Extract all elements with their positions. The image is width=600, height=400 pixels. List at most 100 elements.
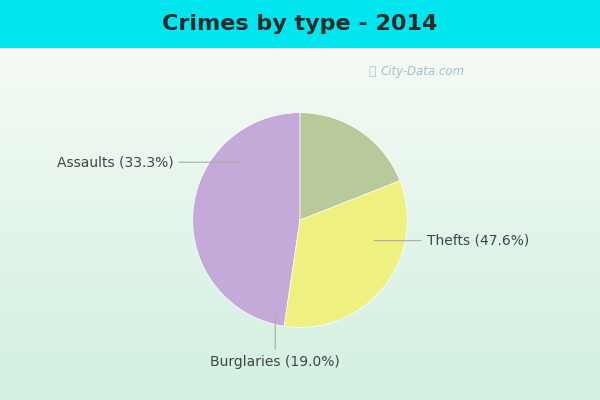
Bar bbox=[0, 101, 600, 104]
Wedge shape bbox=[193, 113, 300, 326]
Bar bbox=[0, 210, 600, 214]
Bar bbox=[0, 83, 600, 87]
Bar bbox=[0, 217, 600, 220]
Bar bbox=[0, 164, 600, 168]
Bar bbox=[0, 228, 600, 231]
Bar bbox=[0, 69, 600, 73]
Text: ⓘ: ⓘ bbox=[369, 65, 376, 78]
Bar bbox=[0, 108, 600, 111]
Bar bbox=[0, 178, 600, 182]
Bar bbox=[0, 319, 600, 322]
Bar bbox=[0, 322, 600, 326]
Bar bbox=[0, 294, 600, 298]
Bar bbox=[0, 298, 600, 302]
Bar bbox=[0, 157, 600, 161]
Bar bbox=[0, 316, 600, 319]
Bar bbox=[0, 118, 600, 122]
Bar bbox=[0, 312, 600, 316]
Bar bbox=[0, 80, 600, 83]
Wedge shape bbox=[284, 181, 407, 327]
Wedge shape bbox=[300, 113, 400, 220]
Bar bbox=[0, 182, 600, 185]
Bar bbox=[0, 344, 600, 347]
Bar bbox=[0, 242, 600, 245]
Bar bbox=[0, 87, 600, 90]
Bar bbox=[0, 62, 600, 66]
Bar bbox=[0, 280, 600, 284]
Bar bbox=[0, 196, 600, 199]
Bar bbox=[0, 122, 600, 126]
Bar bbox=[0, 302, 600, 305]
Bar bbox=[0, 347, 600, 351]
Bar bbox=[0, 52, 600, 55]
Bar bbox=[0, 249, 600, 252]
Text: Thefts (47.6%): Thefts (47.6%) bbox=[374, 234, 529, 248]
Bar bbox=[0, 379, 600, 382]
Bar bbox=[0, 231, 600, 234]
Bar bbox=[0, 396, 600, 400]
Bar bbox=[0, 76, 600, 80]
Bar bbox=[0, 330, 600, 333]
Text: Assaults (33.3%): Assaults (33.3%) bbox=[57, 155, 239, 169]
Bar bbox=[0, 305, 600, 308]
Bar bbox=[0, 386, 600, 390]
Bar bbox=[0, 175, 600, 178]
Bar bbox=[0, 291, 600, 294]
Bar bbox=[0, 206, 600, 210]
Bar bbox=[0, 129, 600, 132]
Bar bbox=[0, 126, 600, 129]
Bar bbox=[0, 154, 600, 157]
Bar bbox=[0, 287, 600, 291]
Bar bbox=[0, 161, 600, 164]
Bar bbox=[0, 234, 600, 238]
Bar bbox=[0, 393, 600, 396]
Bar bbox=[0, 192, 600, 196]
Bar bbox=[0, 58, 600, 62]
Bar bbox=[0, 273, 600, 277]
Bar bbox=[0, 284, 600, 287]
Bar bbox=[0, 136, 600, 140]
Bar bbox=[0, 73, 600, 76]
Bar bbox=[0, 354, 600, 358]
Bar bbox=[0, 259, 600, 263]
Bar bbox=[0, 270, 600, 273]
Text: Crimes by type - 2014: Crimes by type - 2014 bbox=[163, 14, 437, 34]
Bar bbox=[0, 48, 600, 52]
Bar bbox=[0, 90, 600, 94]
Bar bbox=[0, 111, 600, 115]
Bar bbox=[0, 358, 600, 361]
Bar bbox=[0, 368, 600, 372]
Bar bbox=[0, 308, 600, 312]
Bar bbox=[0, 168, 600, 171]
Bar bbox=[0, 372, 600, 375]
Bar bbox=[0, 220, 600, 224]
Bar bbox=[0, 361, 600, 365]
Bar bbox=[0, 132, 600, 136]
Bar bbox=[0, 340, 600, 344]
Bar bbox=[0, 146, 600, 150]
Bar bbox=[0, 266, 600, 270]
Bar bbox=[0, 382, 600, 386]
Bar bbox=[0, 150, 600, 154]
Text: City-Data.com: City-Data.com bbox=[381, 65, 465, 78]
Bar bbox=[0, 365, 600, 368]
Bar bbox=[0, 115, 600, 118]
Bar bbox=[0, 252, 600, 256]
Bar bbox=[0, 375, 600, 379]
Bar bbox=[0, 245, 600, 249]
Bar bbox=[0, 351, 600, 354]
Bar bbox=[0, 97, 600, 101]
Bar bbox=[0, 326, 600, 330]
Bar bbox=[0, 337, 600, 340]
Text: Burglaries (19.0%): Burglaries (19.0%) bbox=[211, 316, 340, 369]
Bar bbox=[0, 203, 600, 206]
Bar bbox=[0, 94, 600, 97]
Bar bbox=[0, 333, 600, 337]
Bar bbox=[0, 199, 600, 203]
Bar bbox=[0, 277, 600, 280]
Bar bbox=[0, 256, 600, 259]
Bar bbox=[0, 224, 600, 228]
Bar bbox=[0, 214, 600, 217]
Bar bbox=[0, 55, 600, 58]
Bar bbox=[0, 238, 600, 242]
